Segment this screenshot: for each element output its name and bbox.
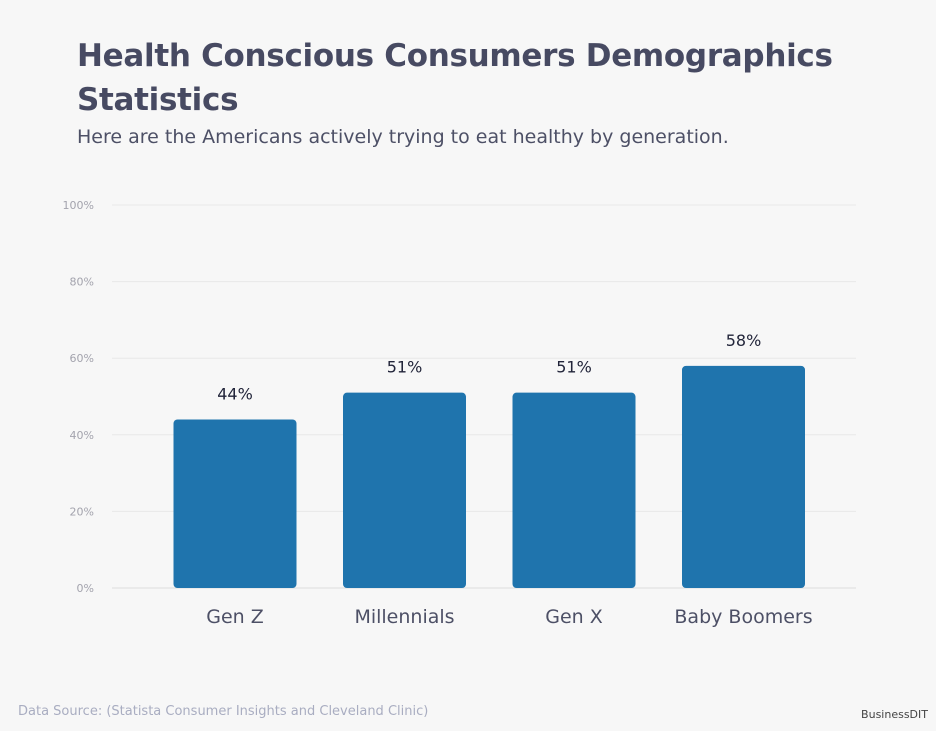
chart-title: Health Conscious Consumers Demographics … (77, 38, 833, 118)
y-tick-label: 80% (70, 276, 94, 289)
data-source: Data Source: (Statista Consumer Insights… (18, 704, 429, 719)
bar (343, 392, 466, 588)
y-tick-label: 40% (70, 429, 94, 442)
data-label: 44% (217, 384, 253, 403)
x-tick-label: Gen X (545, 606, 603, 628)
bar (682, 365, 805, 588)
y-tick-label: 20% (70, 505, 94, 518)
data-label: 51% (387, 358, 423, 377)
x-tick-label: Baby Boomers (674, 606, 812, 628)
data-label: 58% (726, 331, 762, 350)
y-tick-label: 100% (63, 199, 94, 212)
x-tick-label: Millennials (354, 606, 454, 628)
y-tick-label: 0% (77, 582, 94, 595)
bar (512, 392, 636, 588)
y-tick-label: 60% (70, 352, 94, 365)
bar-chart: 0% 20% 40% 60% 80% 100% 44% Gen Z 51% Millennials… (63, 199, 856, 628)
chart-subtitle: Here are the Americans actively trying t… (77, 126, 729, 148)
brand-logo-text: BusinessDIT (861, 708, 928, 721)
bar (173, 419, 297, 588)
data-label: 51% (556, 358, 592, 377)
x-tick-label: Gen Z (206, 606, 264, 628)
